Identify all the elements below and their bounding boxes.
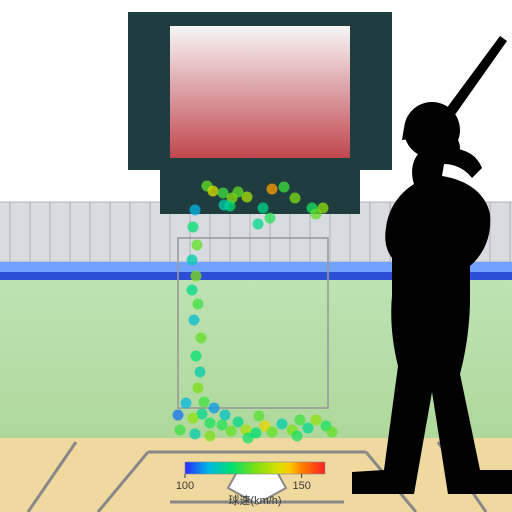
pitch-point (192, 240, 203, 251)
pitch-point (290, 193, 301, 204)
pitch-point (265, 213, 276, 224)
pitch-point (195, 367, 206, 378)
pitch-point (233, 417, 244, 428)
colorbar-label: 球速(km/h) (228, 493, 281, 507)
colorbar-tick: 100 (176, 480, 194, 492)
pitch-point (190, 429, 201, 440)
pitch-point (205, 418, 216, 429)
pitch-point (226, 426, 237, 437)
pitch-point (196, 333, 207, 344)
pitch-point (199, 397, 210, 408)
pitch-point (208, 186, 219, 197)
pitch-point (267, 184, 278, 195)
pitch-point (188, 413, 199, 424)
pitch-point (188, 222, 199, 233)
pitch-point (217, 420, 228, 431)
pitch-point (292, 431, 303, 442)
pitch-point (277, 419, 288, 430)
pitch-point (311, 415, 322, 426)
pitch-point (327, 427, 338, 438)
pitch-point (181, 398, 192, 409)
pitch-point (279, 182, 290, 193)
pitch-point (173, 410, 184, 421)
chart-svg: 100 150 球速(km/h) (0, 0, 512, 512)
pitch-point (189, 315, 200, 326)
pitch-point (190, 205, 201, 216)
pitch-point (209, 403, 220, 414)
pitch-point (191, 351, 202, 362)
pitch-point (243, 433, 254, 444)
pitch-point (205, 431, 216, 442)
pitch-point (193, 299, 204, 310)
pitch-point (253, 219, 264, 230)
pitch-point (187, 255, 198, 266)
pitch-point (318, 203, 329, 214)
pitch-point (219, 200, 230, 211)
pitch-point (187, 285, 198, 296)
pitch-point (258, 203, 269, 214)
pitch-point (191, 271, 202, 282)
pitch-point (193, 383, 204, 394)
colorbar-tick: 150 (292, 480, 310, 492)
pitch-point (233, 187, 244, 198)
pitch-point (175, 425, 186, 436)
pitch-point (220, 410, 231, 421)
pitch-point (267, 427, 278, 438)
pitch-point (295, 415, 306, 426)
pitch-point (254, 411, 265, 422)
pitch-point (303, 423, 314, 434)
pitch-location-chart: 100 150 球速(km/h) (0, 0, 512, 512)
